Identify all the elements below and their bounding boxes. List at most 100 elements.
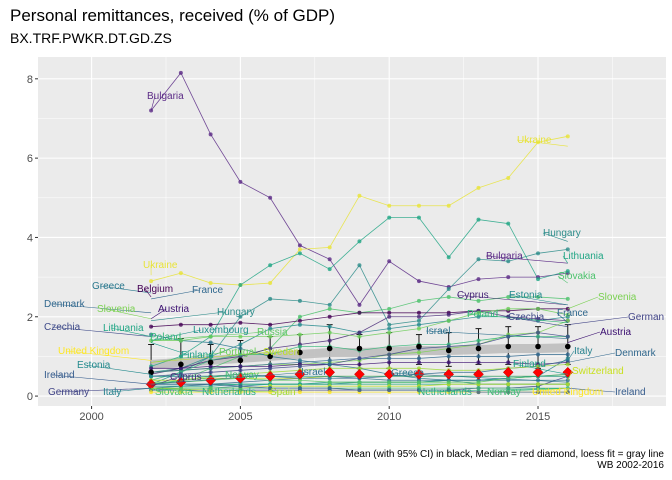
series-point-austria — [446, 360, 451, 365]
series-point-ukraine — [416, 203, 421, 208]
y-tick-label: 6 — [27, 153, 33, 165]
leader-left-austria — [150, 308, 167, 320]
chart-title: Personal remittances, received (% of GDP… — [10, 6, 336, 25]
leader-right-switzerland — [567, 370, 573, 381]
mean-points — [148, 343, 571, 376]
series-point-ukraine — [446, 203, 451, 208]
country-label-left-united-kingdom: United Kingdom — [58, 346, 129, 357]
country-label-left-czechia: Czechia — [44, 322, 81, 333]
series-point-cyprus — [327, 338, 332, 343]
axis-ticks — [35, 78, 539, 409]
series-point-cyprus — [357, 330, 362, 335]
median-diamond — [324, 366, 336, 378]
series-point-hungary — [416, 318, 421, 323]
series-point-norway — [506, 386, 511, 391]
median-diamond — [235, 372, 246, 384]
series-point-ukraine — [149, 279, 154, 284]
y-tick-label: 8 — [27, 74, 33, 86]
series-point-france — [416, 356, 421, 361]
series-point-czechia — [357, 356, 362, 361]
leader-right-bulgaria — [485, 255, 568, 264]
series-point-bulgaria — [416, 279, 421, 284]
mean-point — [535, 343, 541, 350]
leader-left-italy — [110, 387, 152, 393]
series-point-sweden — [536, 382, 541, 387]
series-point-hungary — [297, 298, 302, 303]
series-point-portugal — [416, 326, 421, 331]
series-point-portugal — [297, 332, 302, 337]
series-point-austria — [178, 366, 183, 371]
series-point-ukraine — [387, 203, 392, 208]
series-point-bulgaria — [357, 302, 362, 307]
series-point-united-kingdom — [178, 390, 183, 395]
caption-line-1: Mean (with 95% CI) in black, Median = re… — [345, 449, 665, 460]
series-point-cyprus — [387, 314, 392, 319]
series-point-ukraine — [506, 175, 511, 180]
series-point-ukraine — [208, 281, 213, 286]
leader-right-netherlands — [417, 387, 568, 393]
series-point-portugal — [565, 312, 570, 317]
leader-right-hungary — [542, 232, 568, 242]
series-point-belgium — [327, 314, 332, 319]
series-point-austria — [208, 364, 213, 369]
series-point-belgium — [268, 322, 273, 327]
country-label-left-finland: Finland — [181, 350, 214, 361]
series-point-hungary — [238, 314, 243, 319]
series-point-bulgaria — [238, 179, 243, 184]
series-point-lithuania — [178, 354, 183, 359]
series-point-ukraine — [327, 245, 332, 250]
series-point-spain — [536, 364, 541, 369]
leader-left-finland — [151, 342, 190, 356]
series-point-slovakia — [565, 296, 570, 301]
x-tick-label: 2000 — [79, 411, 103, 423]
series-point-austria — [238, 364, 243, 369]
country-label-right-austria: Austria — [600, 327, 632, 338]
series-point-austria — [387, 360, 392, 365]
series-point-russia — [446, 380, 451, 385]
leader-right-italy — [567, 350, 575, 361]
leader-right-slovakia — [557, 275, 568, 284]
series-point-russia — [297, 378, 302, 383]
country-label-right-denmark: Denmark — [615, 348, 657, 359]
country-label-left-france: France — [192, 285, 224, 296]
series-point-cyprus — [416, 314, 421, 319]
series-point-cyprus — [268, 346, 273, 351]
series-point-lithuania — [536, 277, 541, 282]
country-label-right-greece: Greece — [391, 368, 424, 379]
country-label-left-luxembourg: Luxembourg — [193, 325, 249, 336]
country-label-left-portugal: Portugal — [219, 347, 256, 358]
series-point-hungary — [357, 263, 362, 268]
x-tick-label: 2010 — [377, 411, 401, 423]
series-point-ireland — [268, 386, 273, 391]
leader-left-estonia — [84, 364, 152, 375]
country-label-left-hungary: Hungary — [217, 307, 255, 318]
mean-point — [356, 345, 363, 352]
series-point-bulgaria — [476, 277, 481, 282]
series-point-norway — [476, 386, 481, 391]
country-label-left-greece: Greece — [92, 281, 125, 292]
country-label-right-german: German — [628, 312, 664, 323]
series-point-portugal — [506, 306, 511, 311]
country-label-right-cyprus: Cyprus — [457, 290, 489, 301]
country-label-left-israel: Israel — [301, 367, 325, 378]
series-point-belgium — [357, 310, 362, 315]
country-label-right-estonia: Estonia — [509, 290, 543, 301]
leader-right-czechia — [507, 316, 568, 327]
series-point-france — [446, 354, 451, 359]
series-point-belgium — [238, 320, 243, 325]
series-point-czechia — [565, 334, 570, 339]
series-point-ukraine — [357, 193, 362, 198]
country-label-right-poland: Poland — [467, 309, 498, 320]
country-label-right-italy: Italy — [574, 346, 592, 357]
series-point-austria — [476, 360, 481, 365]
country-label-left-ireland: Ireland — [44, 370, 75, 381]
series-point-hungary — [446, 287, 451, 292]
country-label-left-poland: Poland — [150, 332, 181, 343]
series-point-estonia — [238, 342, 243, 347]
leader-right-norway — [486, 387, 568, 393]
series-point-greece — [208, 340, 213, 345]
leader-right-greece — [390, 372, 568, 383]
country-label-left-russia: Russia — [257, 327, 288, 338]
series-point-slovenia — [416, 350, 421, 355]
series-point-france — [387, 356, 392, 361]
